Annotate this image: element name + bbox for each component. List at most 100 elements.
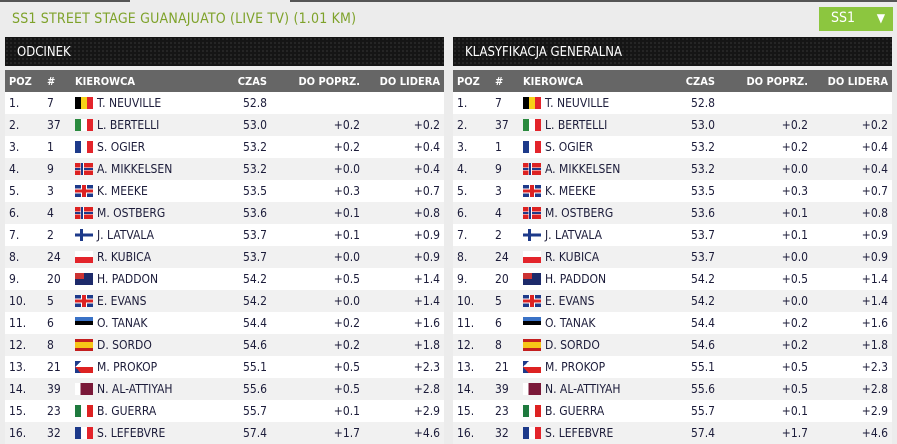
stage-title: SS1 STREET STAGE GUANAJUATO (LIVE TV) (1… [12,11,357,27]
driver-name[interactable]: E. EVANS [97,294,147,308]
driver-name[interactable]: R. KUBICA [97,250,152,264]
time: 53.5 [242,184,267,198]
column-header-leader[interactable]: DO LIDERA [379,74,440,88]
driver-name[interactable]: D. SORDO [97,338,152,352]
position: 12. [457,338,475,352]
flag-icon [523,405,541,417]
driver-name[interactable]: E. EVANS [545,294,595,308]
driver-name[interactable]: K. MEEKE [545,184,596,198]
overall-standings-panel: KLASYFIKACJA GENERALNA POZ # KIEROWCA CZAS DO… [453,37,892,444]
gap-leader: +4.6 [861,426,888,440]
results-table: 1. 7 T. NEUVILLE 52.8 2. 37 L. BERTELLI 53.0 +0.… [453,92,892,444]
flag-icon [75,119,93,131]
time: 53.7 [690,228,715,242]
driver-name[interactable]: S. OGIER [545,140,594,154]
time: 53.2 [242,140,267,154]
driver-name[interactable]: T. NEUVILLE [97,96,162,110]
driver-name[interactable]: L. BERTELLI [97,118,160,132]
car-number: 21 [495,360,509,374]
driver-name[interactable]: O. TANAK [545,316,596,330]
stage-select[interactable]: SS1 ▼ [819,7,893,31]
column-header-leader[interactable]: DO LIDERA [827,74,888,88]
driver-name[interactable]: M. PROKOP [545,360,606,374]
flag-icon [523,163,541,175]
gap-previous: +1.7 [781,426,808,440]
position: 7. [9,228,20,242]
gap-leader: +2.9 [413,404,440,418]
position: 13. [9,360,27,374]
car-number: 2 [495,228,502,242]
time: 53.0 [242,118,267,132]
column-header-poz[interactable]: POZ [9,74,32,88]
chevron-down-icon: ▼ [876,11,885,25]
car-number: 24 [47,250,61,264]
driver-name[interactable]: M. OSTBERG [97,206,166,220]
driver-name[interactable]: D. SORDO [545,338,600,352]
driver-name[interactable]: N. AL-ATTIYAH [545,382,621,396]
position: 10. [9,294,27,308]
column-header-num[interactable]: # [47,74,56,88]
column-header-prev[interactable]: DO POPRZ. [746,74,808,88]
driver-name[interactable]: H. PADDON [545,272,607,286]
table-row: 11. 6 O. TANAK 54.4 +0.2 +1.6 [5,312,444,334]
table-row: 2. 37 L. BERTELLI 53.0 +0.2 +0.2 [453,114,892,136]
gap-leader: +0.4 [861,140,888,154]
driver-name[interactable]: R. KUBICA [545,250,600,264]
time: 54.2 [242,294,267,308]
driver-name[interactable]: A. MIKKELSEN [97,162,173,176]
column-header-driver[interactable]: KIEROWCA [75,74,135,88]
driver-name[interactable]: K. MEEKE [97,184,148,198]
driver-name[interactable]: M. PROKOP [97,360,158,374]
column-header-poz[interactable]: POZ [457,74,480,88]
time: 55.1 [690,360,715,374]
driver-name[interactable]: B. GUERRA [97,404,157,418]
gap-previous: +0.0 [333,294,360,308]
car-number: 24 [495,250,509,264]
position: 4. [457,162,468,176]
column-header-time[interactable]: CZAS [237,74,267,88]
table-row: 3. 1 S. OGIER 53.2 +0.2 +0.4 [453,136,892,158]
time: 53.5 [690,184,715,198]
position: 4. [9,162,20,176]
time: 52.8 [690,96,715,110]
gap-leader: +0.4 [413,140,440,154]
driver-name[interactable]: A. MIKKELSEN [545,162,621,176]
driver-name[interactable]: S. LEFEBVRE [97,426,166,440]
gap-leader: +0.4 [413,162,440,176]
gap-leader: +2.9 [861,404,888,418]
gap-leader: +1.6 [861,316,888,330]
driver-name[interactable]: S. LEFEBVRE [545,426,614,440]
driver-name[interactable]: J. LATVALA [97,228,155,242]
time: 55.7 [242,404,267,418]
gap-previous: +0.5 [781,272,808,286]
gap-leader: +1.6 [413,316,440,330]
top-border [0,0,897,3]
car-number: 20 [495,272,509,286]
gap-leader: +1.8 [861,338,888,352]
column-header-prev[interactable]: DO POPRZ. [298,74,360,88]
column-header-driver[interactable]: KIEROWCA [523,74,583,88]
driver-name[interactable]: S. OGIER [97,140,146,154]
gap-previous: +0.2 [781,338,808,352]
driver-name[interactable]: L. BERTELLI [545,118,608,132]
panel-title: KLASYFIKACJA GENERALNA [453,37,892,66]
gap-previous: +0.0 [333,162,360,176]
gap-previous: +0.1 [333,228,360,242]
driver-name[interactable]: M. OSTBERG [545,206,614,220]
driver-name[interactable]: O. TANAK [97,316,148,330]
column-header-time[interactable]: CZAS [685,74,715,88]
car-number: 8 [495,338,502,352]
gap-leader: +1.8 [413,338,440,352]
driver-name[interactable]: T. NEUVILLE [545,96,610,110]
gap-previous: +0.3 [781,184,808,198]
driver-name[interactable]: B. GUERRA [545,404,605,418]
driver-name[interactable]: J. LATVALA [545,228,603,242]
gap-leader: +2.3 [861,360,888,374]
column-header-num[interactable]: # [495,74,504,88]
gap-leader: +2.3 [413,360,440,374]
position: 6. [457,206,468,220]
driver-name[interactable]: H. PADDON [97,272,159,286]
table-row: 11. 6 O. TANAK 54.4 +0.2 +1.6 [453,312,892,334]
driver-name[interactable]: N. AL-ATTIYAH [97,382,173,396]
gap-leader: +0.8 [861,206,888,220]
